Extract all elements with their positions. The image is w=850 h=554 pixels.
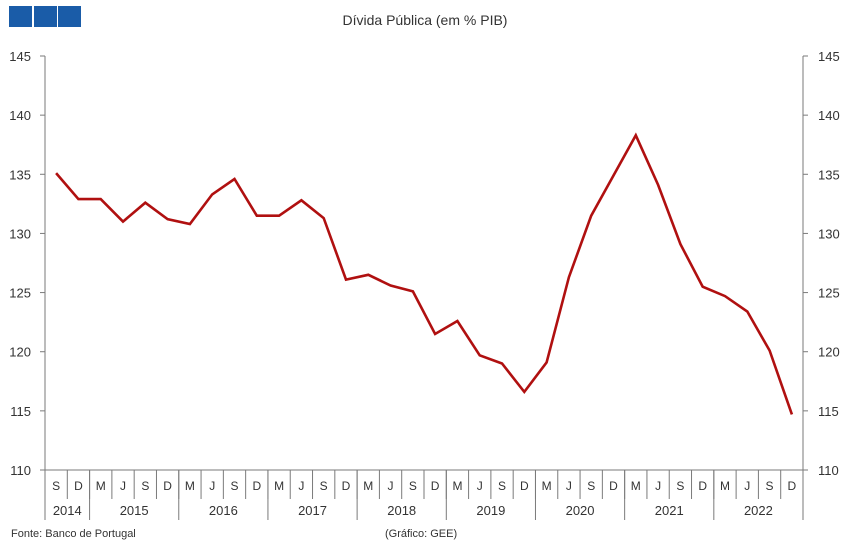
x-tick-label: D — [342, 479, 351, 493]
year-label: 2017 — [298, 503, 327, 518]
y-tick-label-right: 120 — [818, 345, 840, 360]
year-label: 2021 — [655, 503, 684, 518]
x-tick-label: J — [744, 479, 750, 493]
year-label: 2018 — [387, 503, 416, 518]
x-tick-label: D — [431, 479, 440, 493]
x-tick-label: D — [788, 479, 797, 493]
x-tick-label: D — [74, 479, 83, 493]
x-tick-label: D — [520, 479, 529, 493]
x-tick-label: S — [498, 479, 506, 493]
series-line — [55, 132, 794, 415]
y-tick-label-right: 130 — [818, 226, 840, 241]
y-tick-label-left: 130 — [9, 226, 31, 241]
year-label: 2020 — [566, 503, 595, 518]
year-label: 2019 — [476, 503, 505, 518]
x-tick-label: S — [230, 479, 238, 493]
x-tick-label: J — [298, 479, 304, 493]
y-tick-label-right: 125 — [818, 286, 840, 301]
x-tick-label: M — [542, 479, 552, 493]
y-tick-label-left: 135 — [9, 167, 31, 182]
x-tick-label: M — [363, 479, 373, 493]
x-tick-label: M — [720, 479, 730, 493]
y-tick-label-right: 110 — [818, 463, 839, 478]
y-tick-label-left: 145 — [9, 49, 31, 64]
y-tick-label-left: 120 — [9, 345, 31, 360]
y-tick-label-left: 140 — [9, 108, 31, 123]
x-tick-label: J — [209, 479, 215, 493]
y-tick-label-left: 110 — [10, 463, 31, 478]
x-tick-label: S — [320, 479, 328, 493]
x-tick-label: M — [274, 479, 284, 493]
x-tick-label: S — [587, 479, 595, 493]
x-tick-label: D — [252, 479, 261, 493]
y-tick-label-left: 115 — [10, 404, 31, 419]
x-tick-label: D — [609, 479, 618, 493]
chart-title: Dívida Pública (em % PIB) — [342, 12, 508, 28]
x-tick-label: J — [477, 479, 483, 493]
x-tick-label: J — [120, 479, 126, 493]
y-tick-label-right: 115 — [818, 404, 839, 419]
x-tick-label: S — [409, 479, 417, 493]
year-label: 2014 — [53, 503, 82, 518]
x-tick-label: S — [141, 479, 149, 493]
x-tick-label: J — [566, 479, 572, 493]
chart-credit: (Gráfico: GEE) — [385, 528, 458, 540]
x-tick-label: M — [452, 479, 462, 493]
x-tick-label: S — [766, 479, 774, 493]
x-tick-label: D — [698, 479, 707, 493]
year-label: 2015 — [120, 503, 149, 518]
year-label: 2022 — [744, 503, 773, 518]
source-note: Fonte: Banco de Portugal — [11, 528, 136, 540]
x-tick-label: M — [96, 479, 106, 493]
x-tick-label: S — [676, 479, 684, 493]
y-tick-label-right: 135 — [818, 167, 840, 182]
x-tick-label: J — [388, 479, 394, 493]
logo-square-2 — [34, 6, 57, 27]
y-tick-label-right: 145 — [818, 49, 840, 64]
x-tick-label: M — [185, 479, 195, 493]
x-tick-label: D — [163, 479, 172, 493]
logo-square-3 — [58, 6, 81, 27]
x-tick-label: M — [631, 479, 641, 493]
y-tick-label-left: 125 — [9, 286, 31, 301]
logo-square-1 — [9, 6, 32, 27]
y-tick-label-right: 140 — [818, 108, 840, 123]
year-label: 2016 — [209, 503, 238, 518]
x-tick-label: J — [655, 479, 661, 493]
x-tick-label: S — [52, 479, 60, 493]
